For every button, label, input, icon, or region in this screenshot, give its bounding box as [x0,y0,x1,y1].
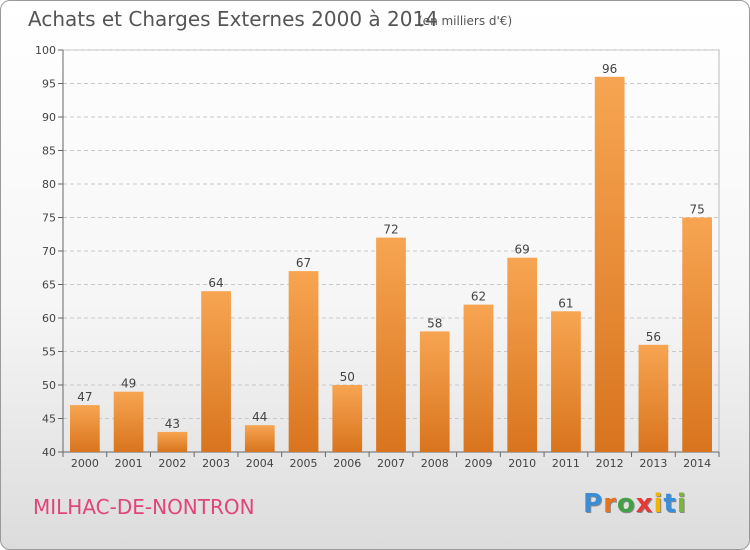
y-tick-label: 75 [42,212,56,225]
bar-value-label: 67 [296,256,311,270]
bar [551,311,581,452]
x-tick-label: 2010 [508,457,536,470]
logo-letter: P [583,489,604,519]
logo-letter: i [653,489,664,519]
y-tick-label: 60 [42,312,56,325]
bar [157,431,188,452]
bar-value-label: 61 [558,296,573,310]
bar-value-label: 43 [165,417,180,431]
bar-value-label: 47 [77,390,92,404]
bar [376,237,406,452]
chart-subtitle: (en milliers d'€) [418,14,513,28]
bar [332,385,363,452]
x-tick-label: 2005 [290,457,318,470]
y-tick-label: 45 [42,413,56,426]
bar-value-label: 96 [602,62,617,76]
bar [201,291,231,452]
bar-value-label: 72 [383,223,398,237]
y-tick-label: 55 [42,346,56,359]
x-tick-label: 2002 [158,457,186,470]
y-tick-label: 90 [42,111,56,124]
bar-value-label: 56 [646,330,661,344]
bar [244,425,275,452]
y-tick-label: 85 [42,145,56,158]
bar [288,271,319,452]
y-tick-label: 65 [42,279,56,292]
bar-value-label: 50 [340,370,355,384]
bar-value-label: 62 [471,290,486,304]
bar [682,217,713,452]
x-tick-label: 2008 [421,457,449,470]
logo-letter: o [616,489,636,519]
y-tick-label: 50 [42,379,56,392]
proxiti-logo[interactable]: Proxiti [583,489,687,519]
x-tick-label: 2007 [377,457,405,470]
x-tick-label: 2003 [202,457,230,470]
x-tick-label: 2009 [464,457,492,470]
x-tick-label: 2001 [115,457,143,470]
bar [638,344,669,452]
bar [419,331,450,452]
y-tick-label: 95 [42,78,56,91]
x-tick-label: 2011 [552,457,580,470]
x-tick-label: 2012 [596,457,624,470]
bar-value-label: 44 [252,410,267,424]
logo-letter: r [603,489,617,519]
bar [507,257,538,452]
bar-value-label: 58 [427,316,442,330]
bar [463,304,494,452]
y-tick-label: 40 [42,446,56,459]
bar [594,76,625,453]
bars [69,76,713,453]
bar-value-label: 75 [689,203,704,217]
logo-letter: t [663,489,677,519]
data-labels: 47 49 43 64 44 67 50 72 58 62 69 61 96 56 75 [77,62,705,431]
y-tick-label: 70 [42,245,56,258]
x-tick-label: 2004 [246,457,274,470]
bar [113,391,144,452]
x-tick-label: 2013 [639,457,667,470]
bar-value-label: 69 [515,243,530,257]
y-tick-label: 80 [42,178,56,191]
logo-letter: i [676,489,687,519]
bar-value-label: 64 [208,276,223,290]
logo-letter: x [635,489,654,519]
y-tick-label: 100 [35,44,56,57]
x-tick-label: 2000 [71,457,99,470]
x-tick-label: 2006 [333,457,361,470]
x-tick-label: 2014 [683,457,711,470]
bar [69,405,100,452]
commune-name: MILHAC-DE-NONTRON [33,495,255,519]
bar-value-label: 49 [121,377,136,391]
chart-title: Achats et Charges Externes 2000 à 2014 [28,7,438,31]
